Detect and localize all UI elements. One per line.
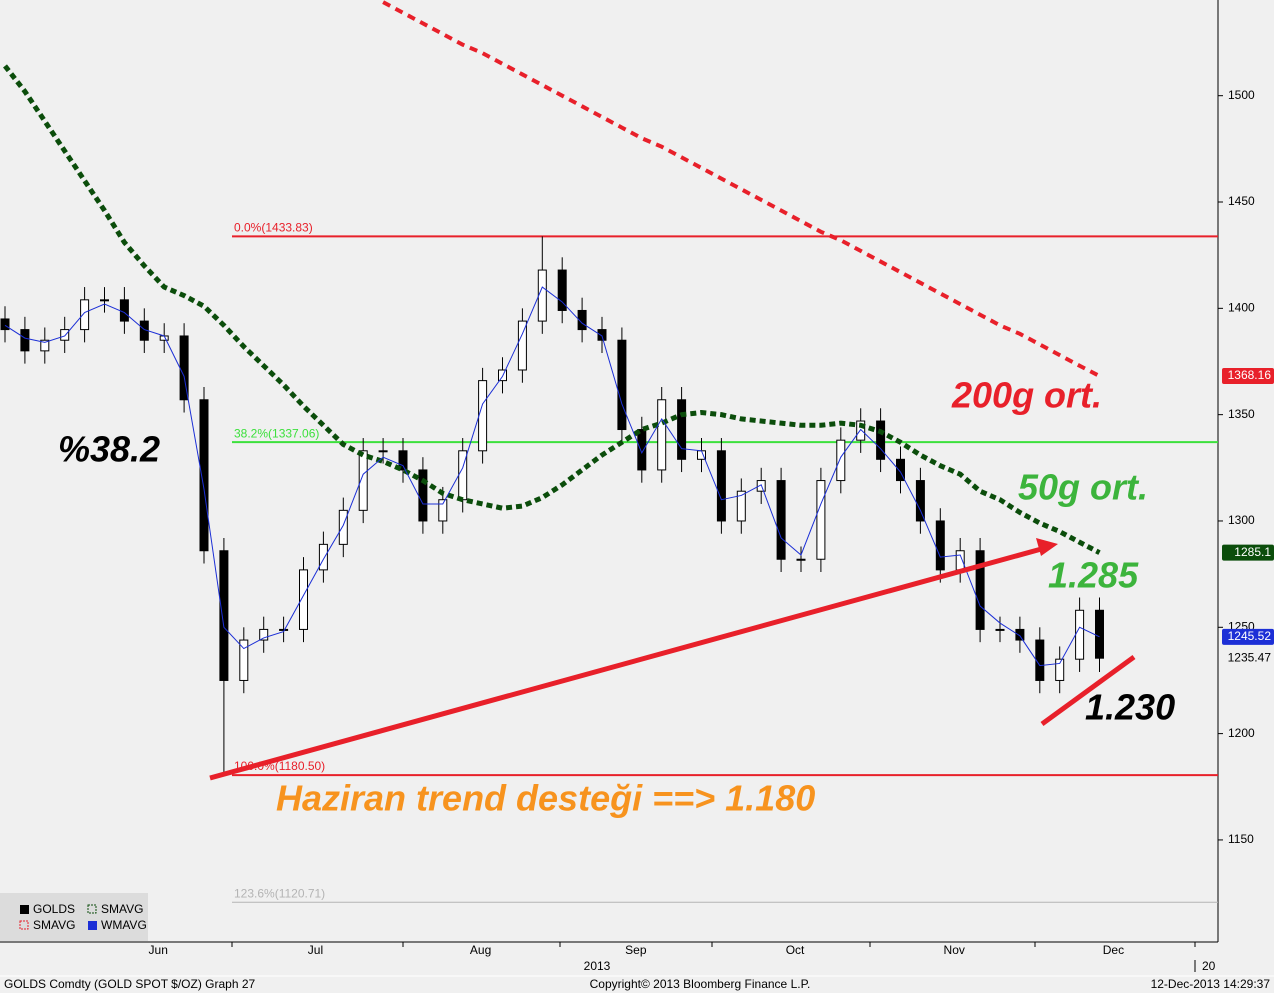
candle-body — [219, 550, 229, 681]
candle-body — [318, 543, 328, 571]
candle-body — [438, 499, 448, 522]
candle-body — [856, 420, 866, 441]
x-tick-label: Dec — [1103, 943, 1124, 957]
annotation: 1.285 — [1048, 555, 1139, 596]
candle-body — [517, 320, 527, 371]
y-tick-label: 1200 — [1228, 726, 1255, 740]
x-tick-label: Aug — [470, 943, 491, 957]
candle-body — [796, 558, 806, 561]
fib-label: 38.2%(1337.06) — [234, 426, 319, 440]
legend-label: SMAVG — [101, 902, 143, 916]
candle-body — [60, 329, 70, 341]
candle-body — [1035, 639, 1045, 681]
legend-label: WMAVG — [101, 918, 147, 932]
candle-body — [915, 480, 925, 522]
candle-body — [975, 550, 985, 630]
candle-body — [478, 380, 488, 452]
candle-body — [836, 439, 846, 482]
y-tick-label: 1400 — [1228, 301, 1255, 315]
axis-badge-label: 1285.1 — [1234, 545, 1271, 559]
x-tick-label: Nov — [944, 943, 965, 957]
annotation: 1.230 — [1085, 687, 1175, 728]
candle-body — [637, 429, 647, 471]
candle-body — [338, 509, 348, 545]
footer-left: GOLDS Comdty (GOLD SPOT $/OZ) Graph 27 — [4, 977, 256, 991]
annotation: 200g ort. — [951, 375, 1102, 416]
x-tick-label: Oct — [786, 943, 805, 957]
y-tick-label: 1350 — [1228, 407, 1255, 421]
candle-body — [537, 269, 547, 322]
candle-body — [0, 318, 10, 331]
axis-badge-label: 1235.47 — [1228, 650, 1272, 664]
x-tick-label: Jul — [308, 943, 323, 957]
axis-badge-label: 1245.52 — [1228, 629, 1272, 643]
candle-body — [876, 420, 886, 460]
candle-body — [378, 450, 388, 453]
candle-body — [597, 329, 607, 341]
y-tick-label: 1300 — [1228, 513, 1255, 527]
annotation: 50g ort. — [1018, 467, 1148, 508]
y-tick-label: 1150 — [1228, 832, 1254, 846]
x-tick-label: Sep — [625, 943, 647, 957]
candle-body — [716, 450, 726, 522]
candle-body — [398, 450, 408, 471]
candle-body — [557, 269, 567, 311]
candle-body — [896, 458, 905, 482]
x-year-label: 20 — [1202, 959, 1216, 973]
y-tick-label: 1450 — [1228, 194, 1255, 208]
candle-body — [776, 480, 786, 560]
axis-badge — [1222, 544, 1274, 561]
candle-body — [1015, 628, 1025, 641]
candle-body — [40, 339, 50, 352]
candle-body — [995, 628, 1005, 631]
fib-label: 123.6%(1120.71) — [234, 886, 325, 900]
candle-body — [1075, 609, 1085, 660]
candle-body — [617, 339, 627, 431]
candle-body — [1095, 609, 1104, 659]
candle-body — [119, 299, 129, 322]
candle-body — [80, 299, 90, 331]
candle-body — [100, 299, 109, 302]
fib-label: 0.0%(1433.83) — [234, 221, 313, 235]
x-tick-label: Jun — [149, 943, 168, 957]
candle-body — [1055, 658, 1065, 681]
series-line — [4, 286, 1100, 667]
candle-body — [816, 480, 826, 560]
candle-body — [199, 399, 209, 552]
month-boundaries — [231, 942, 1196, 972]
trend-lines — [209, 538, 1136, 781]
axis-badge — [1222, 628, 1274, 645]
candle-body — [279, 628, 289, 631]
candle-body — [657, 399, 667, 471]
annotation: %38.2 — [58, 429, 160, 470]
candle-body — [736, 490, 746, 522]
candle-body — [935, 520, 945, 571]
candle-body — [955, 550, 965, 571]
y-tick-label: 1500 — [1228, 88, 1255, 102]
candle-body — [239, 639, 249, 681]
candle-body — [299, 569, 308, 630]
series-line — [382, 0, 1101, 378]
legend-label: GOLDS — [33, 902, 75, 916]
legend: GOLDS SMAVG SMAVG WMAVG — [0, 893, 148, 941]
candle-body — [677, 399, 687, 460]
candle-body — [577, 309, 587, 331]
candle-body — [418, 469, 428, 522]
series-line — [3, 64, 1101, 555]
candle-body — [259, 628, 269, 641]
legend-label: SMAVG — [33, 918, 75, 932]
axis-badge — [1222, 650, 1274, 667]
candle-body — [20, 329, 30, 352]
axis-badge — [1222, 368, 1274, 385]
candle-body — [358, 450, 368, 511]
footer-center: Copyright© 2013 Bloomberg Finance L.P. — [590, 977, 811, 991]
annotation: Haziran trend desteği ==> 1.180 — [276, 778, 815, 819]
x-year-label: 2013 — [584, 959, 611, 973]
footer-right: 12-Dec-2013 14:29:37 — [1151, 977, 1271, 991]
axis-badge-label: 1368.16 — [1228, 368, 1272, 382]
